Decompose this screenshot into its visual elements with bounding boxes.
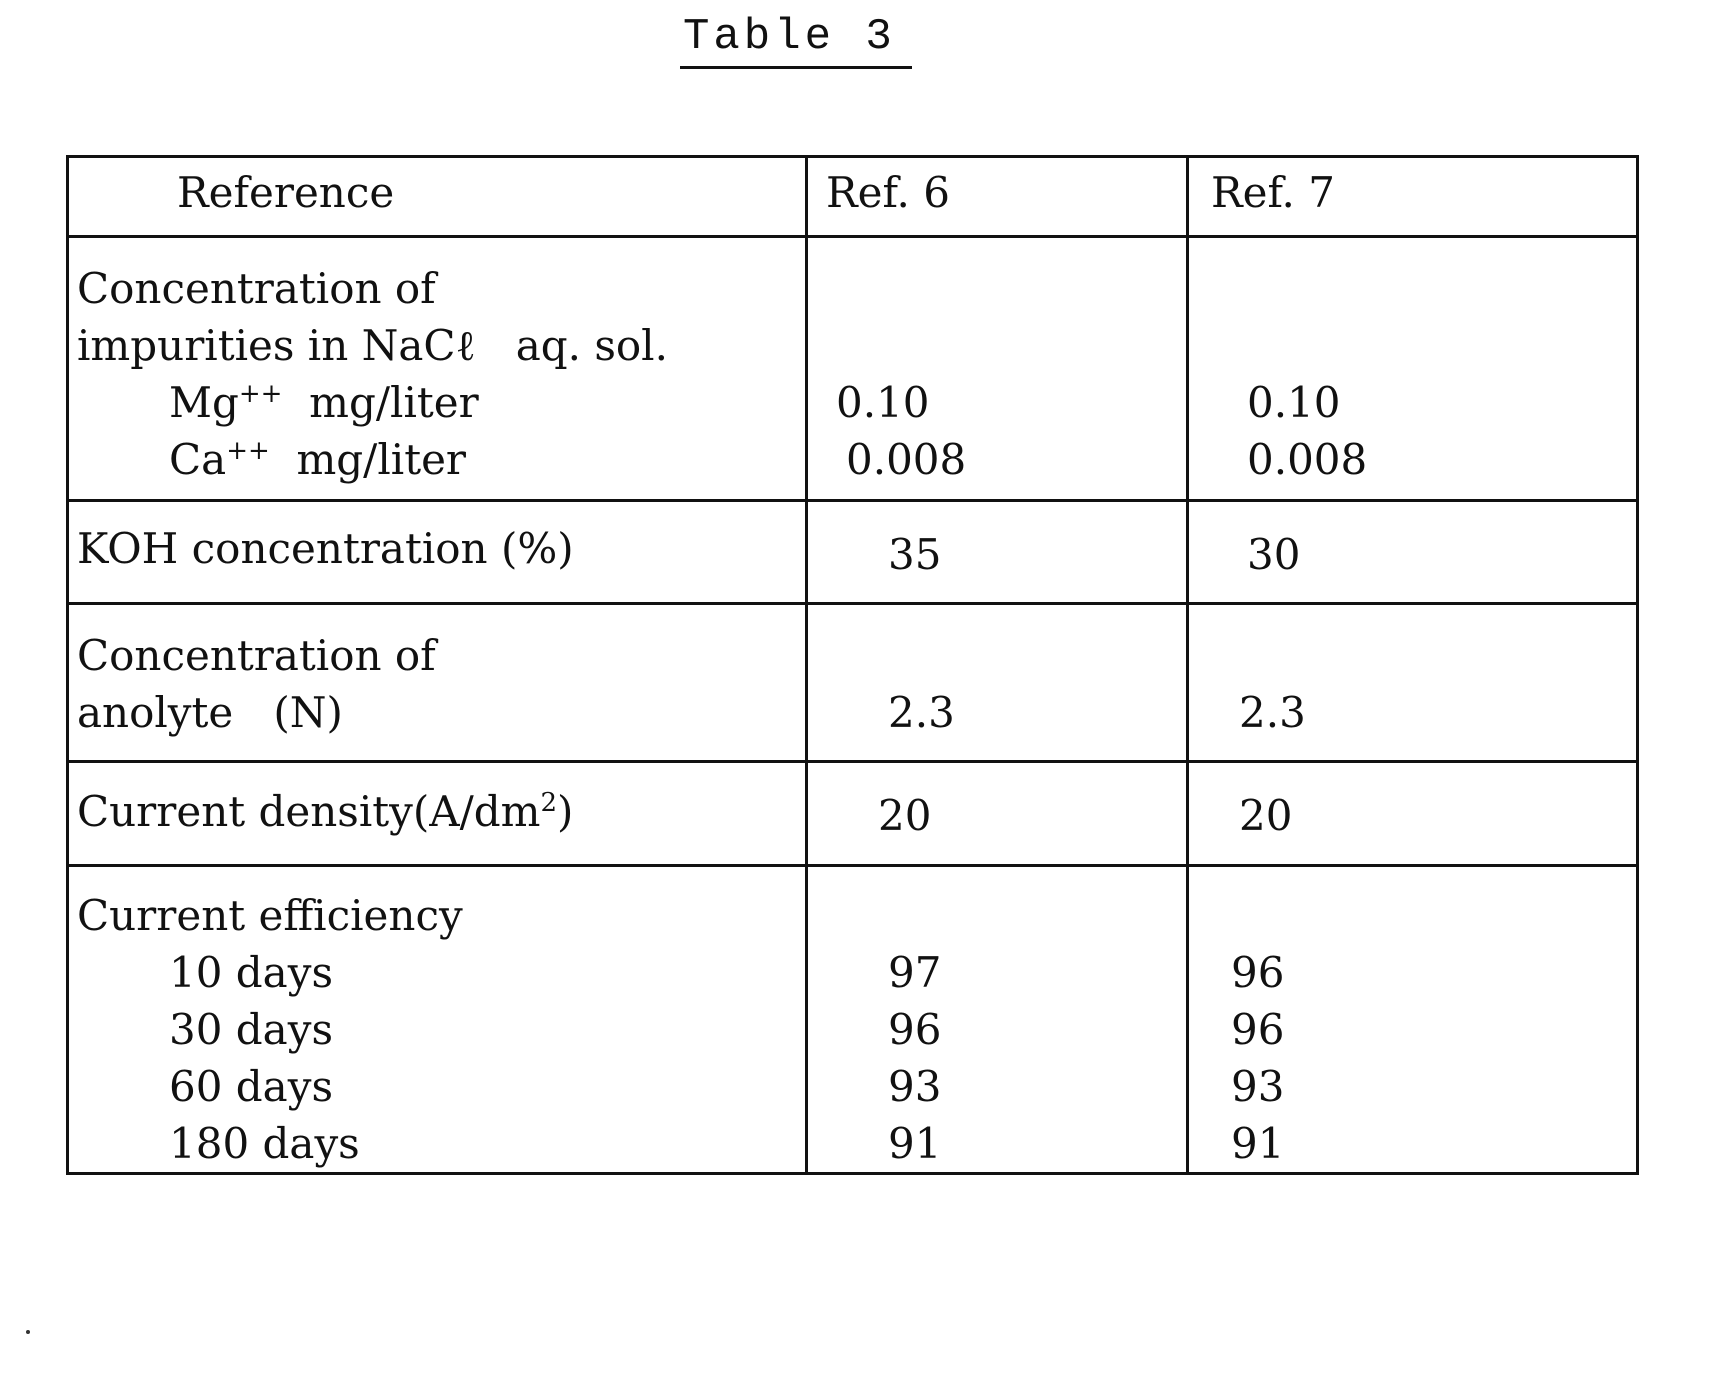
ref6-eff-180: 91 [888, 1115, 1186, 1172]
ref6-eff-10: 97 [888, 944, 1186, 1001]
ref7-eff-60: 93 [1231, 1058, 1636, 1115]
current-density-label-cell: Current density(A/dm2) [68, 762, 807, 866]
ref7-mg-value: 0.10 [1189, 374, 1636, 431]
impurities-ref7-cell: 0.10 0.008 [1188, 237, 1638, 501]
current-efficiency-label-cell: Current efficiency 10 days 30 days 60 da… [68, 866, 807, 1174]
header-ref6-label: Ref. 6 [808, 158, 1186, 221]
table-title: Table 3 [683, 12, 896, 62]
ca-label: Ca [169, 435, 226, 484]
current-density-paren: ) [557, 787, 573, 836]
ref7-eff-180: 91 [1231, 1115, 1636, 1172]
ca-unit: mg/liter [296, 435, 466, 484]
ref6-eff-60: 93 [888, 1058, 1186, 1115]
data-table: Reference Ref. 6 Ref. 7 Concentration of… [66, 155, 1639, 1175]
period-30-days: 30 days [77, 1001, 805, 1058]
current-density-ref6-cell: 20 [807, 762, 1188, 866]
current-efficiency-label: Current efficiency [77, 887, 805, 944]
header-row: Reference Ref. 6 Ref. 7 [68, 157, 1638, 237]
header-label: Reference [77, 158, 805, 221]
impurities-label-cell: Concentration of impurities in NaCℓ aq. … [68, 237, 807, 501]
anolyte-ref7-cell: 2.3 [1188, 604, 1638, 762]
ref7-eff-10: 96 [1231, 944, 1636, 1001]
table-row-koh: KOH concentration (%) 35 30 [68, 501, 1638, 604]
header-reference: Reference [68, 157, 807, 237]
ca-superscript: ++ [226, 436, 270, 466]
impurities-label-line1: Concentration of [77, 260, 805, 317]
ref7-eff-30: 96 [1231, 1001, 1636, 1058]
koh-ref6-cell: 35 [807, 501, 1188, 604]
mg-unit: mg/liter [309, 378, 479, 427]
anolyte-ref7-value: 2.3 [1189, 605, 1636, 741]
table-row-anolyte: Concentration of anolyte (N) 2.3 2.3 [68, 604, 1638, 762]
koh-ref7-cell: 30 [1188, 501, 1638, 604]
period-60-days: 60 days [77, 1058, 805, 1115]
impurities-label-line2: impurities in NaCℓ aq. sol. [77, 317, 805, 374]
koh-ref7-value: 30 [1189, 502, 1636, 583]
anolyte-label-cell: Concentration of anolyte (N) [68, 604, 807, 762]
koh-label-cell: KOH concentration (%) [68, 501, 807, 604]
current-density-text: Current density(A/dm [77, 787, 540, 836]
scan-speck [26, 1330, 30, 1334]
koh-ref6-value: 35 [808, 502, 1186, 583]
mg-superscript: ++ [239, 379, 283, 409]
ref6-eff-30: 96 [888, 1001, 1186, 1058]
current-density-superscript: 2 [540, 788, 557, 818]
mg-row-label: Mg++ mg/liter [77, 374, 805, 431]
anolyte-label-line2: anolyte (N) [77, 684, 805, 741]
current-efficiency-ref7-cell: 96 96 93 91 [1188, 866, 1638, 1174]
table-row-current-efficiency: Current efficiency 10 days 30 days 60 da… [68, 866, 1638, 1174]
anolyte-label-line1: Concentration of [77, 627, 805, 684]
ca-row-label: Ca++ mg/liter [77, 431, 805, 488]
koh-label: KOH concentration (%) [77, 502, 805, 577]
current-efficiency-ref6-cell: 97 96 93 91 [807, 866, 1188, 1174]
ref6-mg-value: 0.10 [808, 374, 1186, 431]
mg-label: Mg [169, 378, 239, 427]
header-ref7-label: Ref. 7 [1189, 158, 1636, 221]
table-row-impurities: Concentration of impurities in NaCℓ aq. … [68, 237, 1638, 501]
period-10-days: 10 days [77, 944, 805, 1001]
current-density-ref6-value: 20 [808, 763, 1186, 844]
anolyte-ref6-value: 2.3 [808, 605, 1186, 741]
impurities-ref6-cell: 0.10 0.008 [807, 237, 1188, 501]
anolyte-ref6-cell: 2.3 [807, 604, 1188, 762]
ref6-ca-value: 0.008 [808, 431, 1186, 488]
header-ref7: Ref. 7 [1188, 157, 1638, 237]
period-180-days: 180 days [77, 1115, 805, 1172]
header-ref6: Ref. 6 [807, 157, 1188, 237]
ref7-ca-value: 0.008 [1189, 431, 1636, 488]
current-density-ref7-cell: 20 [1188, 762, 1638, 866]
current-density-label: Current density(A/dm2) [77, 763, 805, 840]
title-underline [680, 66, 912, 69]
table-row-current-density: Current density(A/dm2) 20 20 [68, 762, 1638, 866]
current-density-ref7-value: 20 [1189, 763, 1636, 844]
